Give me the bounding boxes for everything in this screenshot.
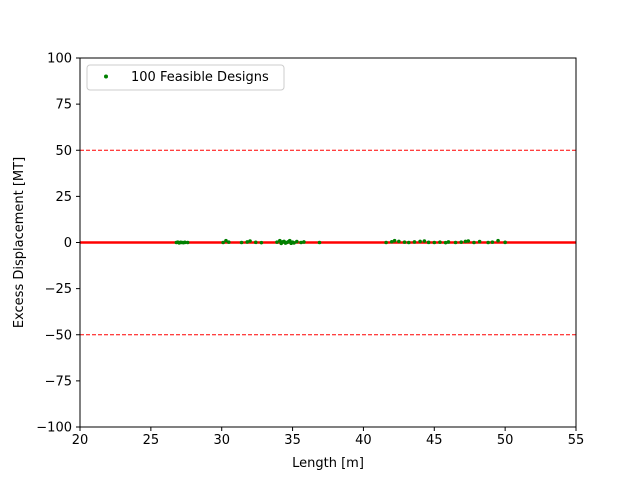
data-point (185, 240, 190, 245)
x-tick-label: 40 (355, 433, 372, 448)
y-tick-label: 0 (64, 236, 72, 251)
data-point (490, 240, 495, 244)
data-point (486, 240, 490, 245)
y-tick-label: −75 (45, 374, 72, 389)
data-point (472, 240, 476, 245)
data-point (239, 240, 244, 245)
data-point (317, 240, 322, 245)
legend-label-feasible-designs: 100 Feasible Designs (131, 70, 269, 85)
legend-marker-feasible-designs (104, 74, 108, 79)
y-axis-label: Excess Displacement [MT] (12, 157, 27, 328)
data-point (496, 238, 500, 243)
data-point (412, 240, 417, 244)
x-tick-label: 35 (284, 433, 301, 448)
data-point (259, 240, 264, 245)
data-point (389, 239, 394, 244)
y-tick-label: −25 (45, 282, 72, 297)
x-tick-label: 20 (72, 433, 89, 448)
x-tick-label: 30 (213, 433, 230, 448)
data-point (221, 240, 225, 245)
data-point (384, 240, 388, 245)
scatter-points (174, 238, 507, 246)
data-point (275, 240, 279, 244)
data-point (248, 239, 252, 243)
data-point (466, 239, 471, 243)
y-tick-label: 75 (55, 98, 72, 113)
data-point (295, 239, 299, 244)
y-tick-label: −50 (45, 328, 72, 343)
x-tick-label: 45 (426, 433, 443, 448)
data-point (227, 240, 231, 244)
data-point (477, 239, 482, 244)
data-point (463, 239, 468, 244)
y-tick-label: 25 (55, 190, 72, 205)
x-tick-label: 25 (143, 433, 160, 448)
data-point (392, 238, 397, 243)
data-point (438, 240, 442, 244)
data-point (503, 240, 507, 245)
data-point (453, 240, 458, 245)
data-point (224, 238, 228, 243)
x-axis-label: Length [m] (292, 456, 364, 471)
y-axis-ticks: −100 −75 −50 −25 0 25 50 75 100 (36, 52, 80, 436)
data-point (459, 240, 464, 244)
data-point (402, 240, 407, 244)
data-point (446, 240, 451, 244)
data-point (432, 240, 437, 245)
data-point (426, 240, 431, 245)
data-point (443, 240, 448, 245)
data-point (406, 240, 411, 245)
data-point (253, 240, 258, 245)
x-axis-ticks: 20 25 30 35 40 45 50 55 (72, 427, 585, 448)
data-point (418, 239, 422, 244)
data-point (302, 240, 306, 244)
data-point (278, 238, 282, 243)
data-point (183, 240, 187, 245)
data-point (245, 240, 250, 244)
data-point (422, 239, 427, 243)
data-point (397, 239, 401, 244)
y-tick-label: 100 (47, 52, 72, 67)
x-tick-label: 55 (568, 433, 585, 448)
data-point (299, 240, 303, 245)
y-tick-label: 50 (55, 144, 72, 159)
legend: 100 Feasible Designs (86, 64, 285, 91)
y-tick-label: −100 (36, 421, 72, 436)
x-tick-label: 50 (497, 433, 514, 448)
legend-box (86, 64, 285, 91)
data-point (292, 241, 296, 245)
